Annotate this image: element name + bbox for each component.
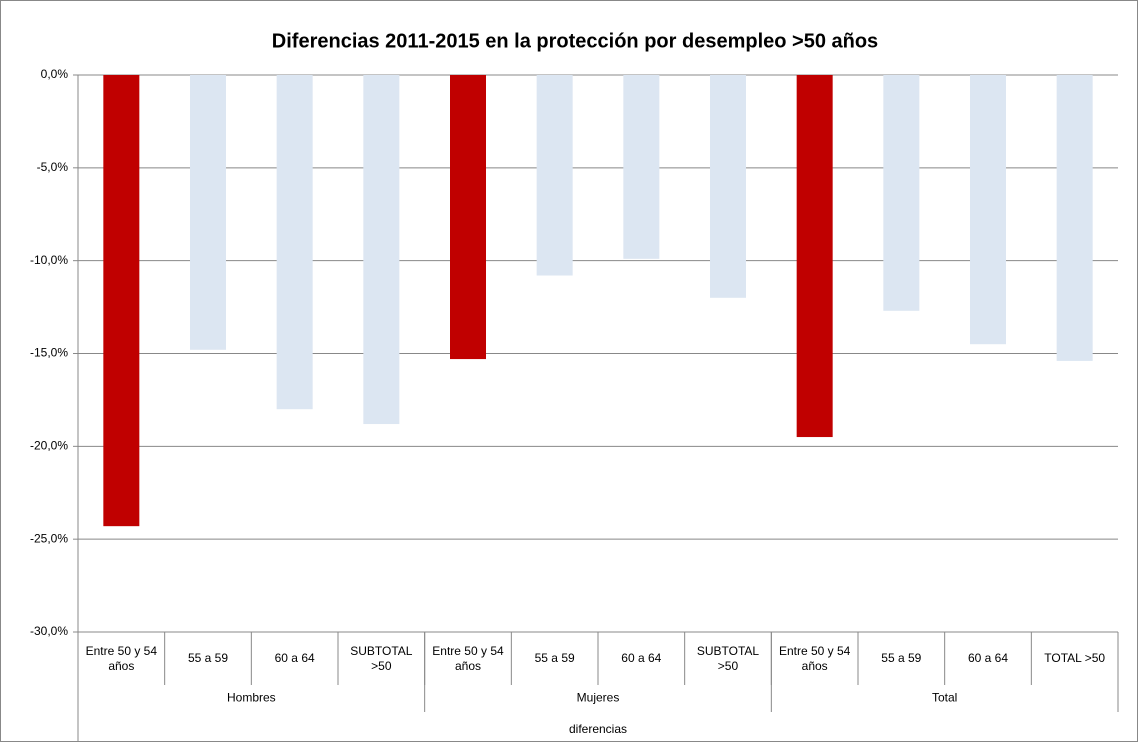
bar bbox=[970, 75, 1006, 345]
x-tick-label-box: 60 a 64 bbox=[967, 651, 1008, 665]
y-tick-label: 0,0% bbox=[41, 67, 69, 81]
x-tick-label: TOTAL >50 bbox=[1044, 651, 1106, 665]
x-tick-label: SUBTOTAL >50 bbox=[696, 643, 760, 673]
x-tick-label-box: Entre 50 y 54 años bbox=[432, 643, 504, 673]
bar bbox=[363, 75, 400, 425]
x-tick-label-box: Entre 50 y 54 años bbox=[778, 643, 851, 673]
group-label: Hombres bbox=[227, 691, 276, 705]
x-tick-label: 55 a 59 bbox=[187, 651, 228, 665]
x-tick-label: 60 a 64 bbox=[967, 651, 1008, 665]
x-tick-label-box: Entre 50 y 54 años bbox=[85, 643, 158, 673]
x-tick-label: SUBTOTAL >50 bbox=[350, 643, 413, 673]
bar bbox=[450, 75, 486, 360]
y-tick-label: -10,0% bbox=[30, 253, 68, 267]
bar bbox=[623, 75, 660, 259]
chart-title: Diferencias 2011-2015 en la protección p… bbox=[272, 30, 878, 52]
x-tick-label-box: 55 a 59 bbox=[534, 651, 575, 665]
bar bbox=[103, 75, 140, 527]
x-tick-label-box: SUBTOTAL >50 bbox=[696, 643, 760, 673]
bar bbox=[276, 75, 313, 410]
y-tick-label: -25,0% bbox=[30, 531, 68, 545]
x-tick-label: 55 a 59 bbox=[881, 651, 922, 665]
x-tick-label: Entre 50 y 54 años bbox=[432, 643, 504, 673]
group-title: diferencias bbox=[569, 722, 627, 736]
x-tick-label: 60 a 64 bbox=[621, 651, 662, 665]
bar bbox=[710, 75, 746, 298]
x-tick-label-box: 55 a 59 bbox=[187, 651, 228, 665]
x-tick-label-box: TOTAL >50 bbox=[1044, 651, 1106, 665]
x-tick-label: 55 a 59 bbox=[534, 651, 575, 665]
x-tick-label-box: 55 a 59 bbox=[881, 651, 922, 665]
x-tick-label-box: SUBTOTAL >50 bbox=[350, 643, 413, 673]
x-tick-label-box: 60 a 64 bbox=[274, 651, 315, 665]
x-tick-label-box: 60 a 64 bbox=[621, 651, 662, 665]
y-tick-label: -15,0% bbox=[30, 346, 68, 360]
bar bbox=[190, 75, 226, 350]
x-tick-label: Entre 50 y 54 años bbox=[85, 643, 158, 673]
x-tick-label: 60 a 64 bbox=[274, 651, 315, 665]
y-tick-label: -30,0% bbox=[30, 624, 68, 638]
bar bbox=[1056, 75, 1093, 361]
bar bbox=[536, 75, 573, 276]
bar bbox=[796, 75, 833, 438]
group-label: Mujeres bbox=[577, 691, 620, 705]
y-tick-label: -5,0% bbox=[37, 160, 69, 174]
x-tick-label: Entre 50 y 54 años bbox=[778, 643, 851, 673]
y-tick-label: -20,0% bbox=[30, 439, 68, 453]
bar bbox=[883, 75, 920, 311]
group-label: Total bbox=[932, 691, 957, 705]
